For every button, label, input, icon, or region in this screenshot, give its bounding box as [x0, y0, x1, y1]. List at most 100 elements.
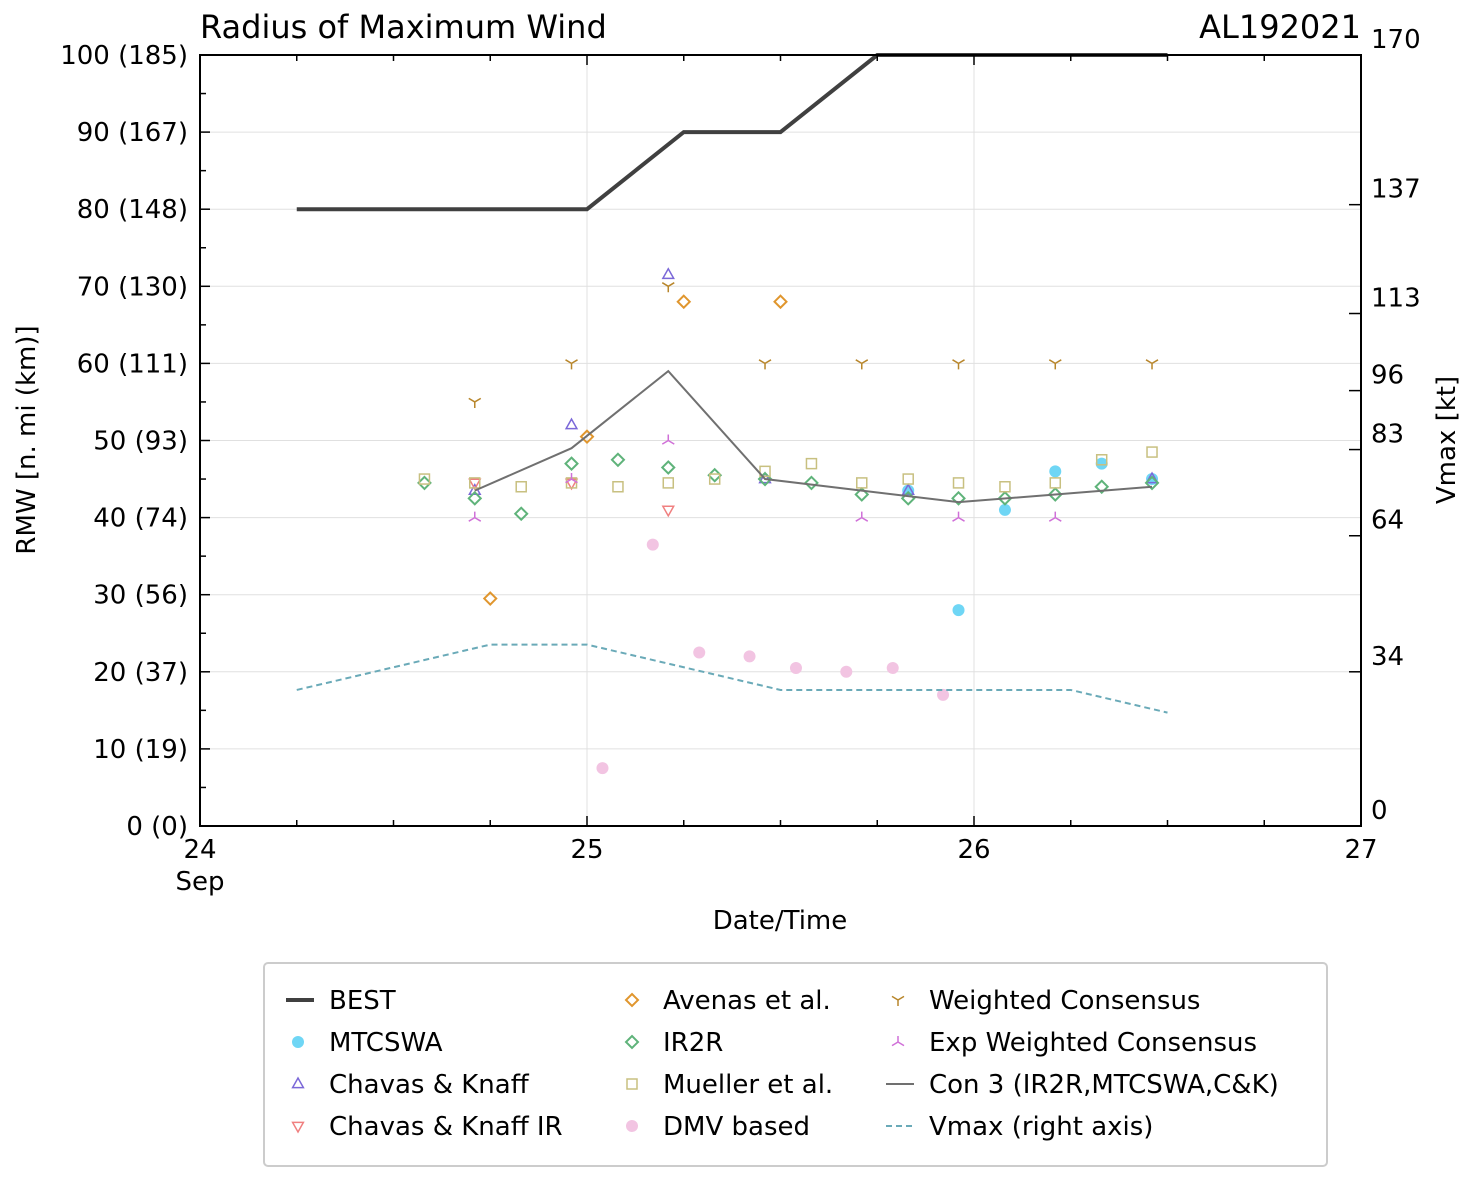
data-point-weighted-consensus [758, 359, 772, 370]
data-point-ir2r [1094, 479, 1110, 495]
data-point-ir2r [467, 490, 483, 506]
legend-swatch [626, 1078, 638, 1090]
legend-label: Exp Weighted Consensus [929, 1028, 1257, 1058]
legend-label: Vmax (right axis) [929, 1112, 1153, 1142]
data-point-dmv-based [886, 661, 899, 674]
data-point-exp-weighted-consensus [468, 511, 482, 522]
legend-label: Chavas & Knaff [329, 1070, 530, 1100]
legend-item-ir2r: IR2R [624, 1028, 723, 1058]
data-point-exp-weighted-consensus [661, 434, 675, 445]
y-tick-label: 40 (74) [93, 504, 188, 534]
data-point-mtcswa [998, 503, 1011, 516]
data-point-mueller-et-al [805, 457, 818, 470]
data-point-mueller-et-al [1146, 446, 1158, 458]
legend-swatch [291, 1121, 305, 1134]
legend-swatch [624, 992, 640, 1008]
data-point-dmv-based [937, 688, 950, 701]
y2-tick-label: 113 [1371, 284, 1421, 314]
data-point-dmv-based [789, 661, 802, 674]
legend-label: Chavas & Knaff IR [329, 1112, 563, 1142]
series-dmv-based [596, 538, 950, 775]
data-point-chavas-knaff-ir [468, 478, 482, 491]
y-tick-label: 60 (111) [77, 349, 188, 379]
series-chavas-knaff-ir [468, 478, 675, 518]
legend-label: IR2R [663, 1028, 723, 1058]
data-point-chavas-knaff [661, 267, 675, 280]
y2-axis-label: Vmax [kt] [1432, 376, 1462, 504]
legend-label: Con 3 (IR2R,MTCSWA,C&K) [929, 1070, 1279, 1100]
y-tick-label: 70 (130) [77, 272, 188, 302]
data-point-ir2r [513, 506, 529, 522]
data-point-weighted-consensus [661, 282, 675, 293]
legend-swatch [292, 1036, 304, 1048]
series-chavas-knaff [468, 267, 1159, 495]
series-con-3-ir2r-mtcswa-c-k [474, 369, 1153, 504]
data-point-ir2r [997, 490, 1013, 506]
grid-lines [199, 54, 1362, 827]
data-point-exp-weighted-consensus [952, 511, 965, 522]
data-point-mueller-et-al [662, 477, 675, 489]
data-point-dmv-based [693, 646, 706, 659]
x-tick-sublabel: Sep [175, 867, 224, 897]
x-tick-label: 24 [183, 835, 216, 865]
series-weighted-consensus [468, 282, 1159, 408]
data-point-mtcswa [1049, 465, 1062, 478]
series-mueller-et-al [418, 446, 1158, 493]
data-point-chavas-knaff-ir [661, 505, 675, 518]
data-point-mueller-et-al [469, 477, 481, 489]
data-point-ir2r [417, 475, 432, 491]
y-tick-label: 10 (19) [93, 735, 188, 765]
legend-label: Mueller et al. [663, 1070, 833, 1100]
legend-entries: BEST MTCSWA Chavas & Knaff Chavas & Knaff I… [286, 986, 1279, 1142]
series-mtcswa [902, 457, 1159, 617]
series-layer [296, 53, 1168, 775]
data-point-mueller-et-al [759, 465, 771, 478]
y2-tick-label: 96 [1371, 361, 1404, 391]
legend-label: DMV based [663, 1112, 810, 1142]
data-point-avenas-et-al [676, 294, 692, 310]
chart-title: Radius of Maximum Wind [200, 8, 607, 46]
legend-item-mtcswa: MTCSWA [292, 1028, 443, 1058]
legend: BEST MTCSWA Chavas & Knaff Chavas & Knaff I… [263, 962, 1328, 1167]
data-point-dmv-based [840, 665, 853, 678]
data-point-weighted-consensus [1145, 359, 1159, 370]
data-point-dmv-based [743, 650, 756, 663]
y-axis-label: RMW [n. mi (km)] [12, 325, 42, 554]
y-tick-label: 20 (37) [93, 658, 188, 688]
legend-item-avenas-et-al: Avenas et al. [624, 986, 831, 1016]
data-point-exp-weighted-consensus [1048, 511, 1062, 522]
data-point-weighted-consensus [1048, 359, 1062, 370]
data-point-chavas-knaff [901, 483, 915, 495]
data-point-ir2r [1144, 475, 1160, 491]
legend-label: Weighted Consensus [929, 986, 1200, 1016]
data-point-dmv-based [596, 762, 609, 775]
y2-tick-label: 137 [1371, 175, 1421, 205]
legend-label: BEST [329, 986, 396, 1016]
legend-item-weighted-consensus: Weighted Consensus [891, 986, 1200, 1016]
legend-item-vmax-right-axis: Vmax (right axis) [886, 1112, 1153, 1142]
data-point-mtcswa [1095, 457, 1108, 470]
data-point-ir2r [660, 460, 676, 475]
legend-swatch [626, 1120, 638, 1132]
storm-id: AL192021 [1199, 8, 1361, 46]
data-point-mueller-et-al [999, 481, 1011, 493]
data-point-avenas-et-al [579, 429, 595, 445]
y-tick-label: 90 (167) [77, 118, 188, 148]
data-point-mueller-et-al [856, 477, 868, 489]
legend-item-dmv-based: DMV based [626, 1112, 810, 1142]
series-exp-weighted-consensus [468, 434, 1062, 522]
data-point-chavas-knaff [758, 471, 772, 484]
series-vmax-right-axis [296, 643, 1168, 714]
x-axis-label: Date/Time [713, 906, 848, 936]
data-point-chavas-knaff [564, 417, 579, 430]
y-tick-label: 50 (93) [93, 427, 188, 457]
y2-tick-label: 170 [1371, 25, 1421, 55]
data-point-exp-weighted-consensus [855, 511, 869, 522]
legend-item-mueller-et-al: Mueller et al. [626, 1070, 833, 1100]
data-point-dmv-based [646, 538, 659, 551]
data-point-mueller-et-al [612, 481, 624, 493]
legend-box [263, 962, 1328, 1167]
x-tick-label: 25 [570, 835, 603, 865]
